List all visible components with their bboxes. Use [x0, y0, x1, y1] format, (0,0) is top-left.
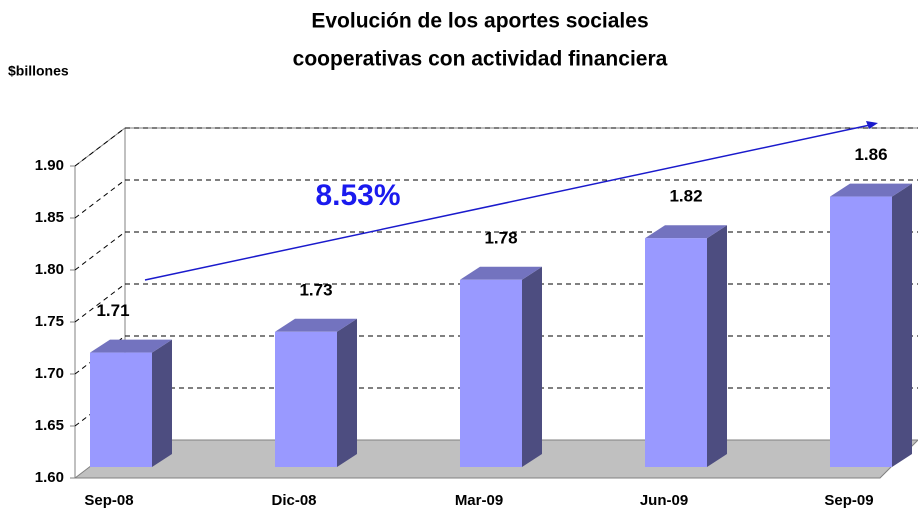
y-axis-label: $billones — [8, 63, 69, 79]
bar-top — [90, 339, 172, 353]
grid-line — [74, 127, 126, 167]
chart-title: cooperativas con actividad financiera — [293, 48, 668, 71]
trend-arrow — [144, 124, 871, 281]
annotation: 8.53% — [315, 179, 400, 212]
bar — [830, 196, 892, 467]
bar-side — [152, 339, 172, 467]
grid-line — [74, 283, 126, 323]
x-tick-label: Mar-09 — [455, 492, 503, 509]
x-tick-label: Dic-08 — [271, 492, 316, 509]
data-label: 1.71 — [96, 301, 129, 320]
bar — [90, 352, 152, 467]
bar — [460, 279, 522, 467]
y-tick-label: 1.75 — [35, 313, 64, 330]
bar — [645, 238, 707, 467]
x-tick-label: Jun-09 — [640, 492, 688, 509]
y-tick-label: 1.90 — [35, 157, 64, 174]
bar-side — [892, 183, 912, 467]
bar-top — [460, 266, 542, 280]
bar-top — [275, 318, 357, 332]
y-tick-label: 1.85 — [35, 209, 64, 226]
data-label: 1.73 — [299, 280, 332, 299]
bar-top — [645, 225, 727, 239]
data-label: 1.86 — [854, 145, 887, 164]
chart-title: Evolución de los aportes sociales — [311, 10, 648, 33]
y-tick-label: 1.80 — [35, 261, 64, 278]
arrow-head — [866, 121, 878, 129]
x-tick-label: Sep-09 — [824, 492, 873, 509]
bar-top — [830, 183, 912, 197]
bar-side — [522, 266, 542, 467]
x-tick-label: Sep-08 — [84, 492, 133, 509]
data-label: 1.78 — [484, 228, 517, 247]
y-tick-label: 1.60 — [35, 469, 64, 486]
bar-side — [337, 318, 357, 467]
grid-line — [74, 231, 126, 271]
data-label: 1.82 — [669, 187, 702, 206]
bar-side — [707, 225, 727, 467]
grid-line — [74, 179, 126, 219]
bar — [275, 331, 337, 467]
y-tick-label: 1.65 — [35, 417, 64, 434]
y-tick-label: 1.70 — [35, 365, 64, 382]
